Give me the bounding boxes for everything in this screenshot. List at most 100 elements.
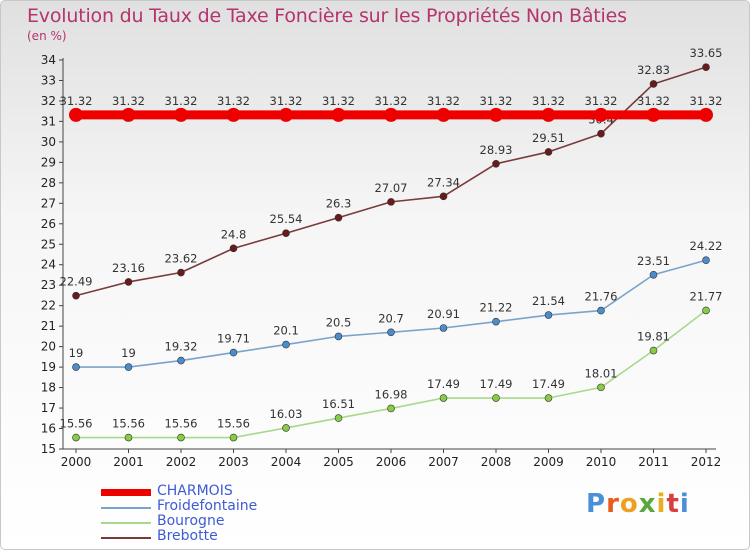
data-point xyxy=(489,107,503,122)
y-tick-label: 29 xyxy=(41,155,56,169)
data-point xyxy=(121,107,136,122)
x-tick-label: 2008 xyxy=(481,455,512,469)
data-label: 15.56 xyxy=(217,417,250,431)
data-label: 20.91 xyxy=(427,307,460,321)
data-point xyxy=(439,394,448,402)
data-label: 29.51 xyxy=(532,131,565,145)
data-label: 20.7 xyxy=(378,311,404,325)
x-tick-label: 2000 xyxy=(61,455,92,469)
data-point xyxy=(229,244,238,253)
data-point xyxy=(384,107,398,122)
data-point xyxy=(492,394,500,402)
x-tick-label: 2001 xyxy=(113,455,144,469)
data-point xyxy=(492,317,500,326)
data-point xyxy=(439,324,448,332)
data-label: 17.49 xyxy=(532,377,565,391)
data-point xyxy=(229,433,238,442)
data-label: 21.77 xyxy=(690,289,723,303)
x-tick-label: 2003 xyxy=(218,455,249,469)
data-point xyxy=(124,433,133,442)
legend-label-bourogne: Bourogne xyxy=(157,513,225,529)
y-tick-label: 25 xyxy=(41,237,56,251)
data-label: 23.62 xyxy=(165,252,198,266)
data-label: 31.32 xyxy=(217,94,250,108)
data-point xyxy=(649,346,658,355)
y-tick-label: 21 xyxy=(41,319,56,333)
data-point xyxy=(387,328,395,337)
data-point xyxy=(702,306,710,315)
data-point xyxy=(124,278,133,286)
data-point xyxy=(544,311,553,319)
y-tick-label: 31 xyxy=(41,114,56,128)
data-label: 21.54 xyxy=(532,294,565,308)
data-point xyxy=(544,148,553,156)
x-tick-label: 2006 xyxy=(376,455,407,469)
data-label: 21.76 xyxy=(585,290,618,304)
logo-letter: i xyxy=(656,489,667,519)
data-label: 31.32 xyxy=(585,94,618,108)
logo-letter: x xyxy=(638,489,657,519)
data-point xyxy=(282,424,290,432)
data-point xyxy=(334,332,343,341)
data-label: 16.03 xyxy=(270,407,303,421)
data-label: 31.32 xyxy=(532,94,565,108)
data-point xyxy=(387,404,395,413)
data-label: 19.81 xyxy=(637,330,670,344)
data-point xyxy=(597,306,605,315)
data-point xyxy=(72,363,80,371)
data-point xyxy=(649,270,658,279)
data-label: 23.16 xyxy=(112,261,145,275)
x-tick-label: 2007 xyxy=(428,455,459,469)
legend-swatch-brebotte xyxy=(101,537,151,539)
data-label: 19.71 xyxy=(217,332,250,346)
data-label: 31.32 xyxy=(60,94,93,108)
legend-swatch-bourogne xyxy=(101,522,151,524)
data-label: 16.98 xyxy=(375,387,408,401)
data-point xyxy=(124,363,133,371)
data-point xyxy=(702,63,710,71)
logo-letter: r xyxy=(606,489,620,519)
data-label: 22.49 xyxy=(60,275,93,289)
data-label: 27.34 xyxy=(427,175,460,189)
data-point xyxy=(702,256,710,265)
data-point xyxy=(226,107,241,122)
legend-label-charmois: CHARMOIS xyxy=(157,483,233,499)
data-label: 31.32 xyxy=(375,94,408,108)
data-label: 28.93 xyxy=(480,143,513,157)
data-label: 20.5 xyxy=(326,315,352,329)
x-tick-label: 2002 xyxy=(166,455,197,469)
y-tick-label: 27 xyxy=(41,196,56,210)
data-point xyxy=(177,356,185,365)
data-point xyxy=(177,268,185,277)
data-point xyxy=(597,129,605,138)
x-tick-label: 2010 xyxy=(586,455,617,469)
series-bourogne: 15.56 15.56 15.56 15.56 16.03 16.51 16.98 17.49… xyxy=(60,289,723,442)
data-label: 25.54 xyxy=(270,212,303,226)
data-label: 31.32 xyxy=(427,94,460,108)
data-point xyxy=(492,160,500,168)
data-label: 31.32 xyxy=(322,94,355,108)
data-point xyxy=(649,80,658,88)
data-point xyxy=(282,229,290,238)
y-tick-label: 22 xyxy=(41,299,56,313)
data-label: 31.32 xyxy=(480,94,513,108)
y-tick-label: 26 xyxy=(41,217,56,231)
legend-label-brebotte: Brebotte xyxy=(157,528,218,544)
data-label: 26.3 xyxy=(326,197,352,211)
legend-label-froidefontaine: Froidefontaine xyxy=(157,498,258,514)
data-point xyxy=(541,107,556,122)
data-label: 19 xyxy=(121,346,136,360)
data-label: 24.22 xyxy=(690,239,723,253)
data-point xyxy=(699,107,713,122)
data-label: 17.49 xyxy=(480,377,513,391)
data-label: 27.07 xyxy=(375,181,408,195)
series-layer: 19 19 19.32 19.71 20.1 20.5 20.7 20.91 21.22 21.5… xyxy=(60,46,723,442)
data-label: 17.49 xyxy=(427,377,460,391)
data-label: 15.56 xyxy=(60,417,93,431)
y-tick-label: 17 xyxy=(41,401,56,415)
data-label: 31.32 xyxy=(165,94,198,108)
data-point xyxy=(69,107,83,122)
logo-letter: i xyxy=(679,489,690,519)
